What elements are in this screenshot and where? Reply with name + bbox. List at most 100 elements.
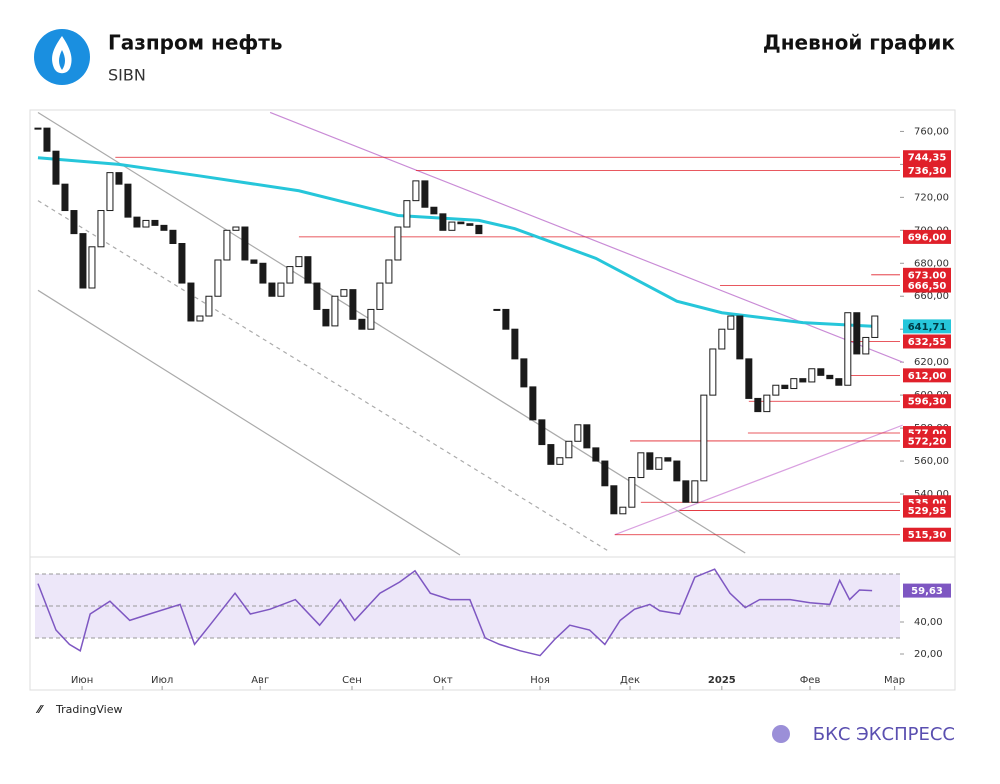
source: TradingView (55, 703, 122, 716)
candle (196, 315, 204, 322)
x-tick-label: Июл (151, 675, 173, 686)
level-badge (903, 368, 951, 383)
candle (304, 256, 312, 284)
candle (88, 246, 96, 289)
y-tick-label: 660,00 (914, 291, 949, 302)
candle (664, 457, 672, 462)
y-tick-label: 760,00 (914, 126, 949, 137)
trendline (614, 424, 903, 536)
trendline (37, 289, 461, 556)
candle (331, 295, 339, 327)
candle (736, 315, 744, 360)
candle (178, 243, 186, 284)
x-tick-label: Фев (800, 675, 821, 686)
candle (187, 282, 195, 322)
candle (808, 368, 816, 383)
candle (313, 282, 321, 310)
x-tick-label: Авг (251, 675, 269, 686)
level-label: 666,50 (908, 281, 947, 292)
x-tick-label: Мар (884, 675, 905, 686)
level-badge (903, 527, 951, 542)
candle (844, 312, 852, 386)
candle (538, 419, 546, 446)
level-label: 673,00 (908, 270, 947, 281)
candle (466, 223, 474, 226)
level-badge (903, 163, 951, 178)
candle (34, 127, 42, 130)
candle (520, 358, 528, 388)
candle (277, 282, 285, 297)
candle (124, 183, 132, 218)
candle (853, 312, 861, 355)
ticker: SIBN (108, 66, 146, 85)
level-badge (903, 150, 951, 165)
x-tick-label: Сен (342, 675, 362, 686)
level-badge (903, 278, 951, 293)
rsi-band (35, 574, 900, 638)
candle (349, 289, 357, 320)
candle (340, 289, 348, 297)
trendline (37, 111, 746, 554)
x-tick-label: Окт (433, 675, 453, 686)
candle (700, 394, 708, 482)
y-tick-label: 620,00 (914, 357, 949, 368)
candle (376, 282, 384, 310)
candle (385, 259, 393, 284)
x-tick-label: Ноя (530, 675, 550, 686)
level-label: 744,35 (908, 153, 947, 164)
level-badge (903, 229, 951, 244)
candle (718, 328, 726, 350)
logo (34, 29, 90, 85)
candle (583, 424, 591, 449)
candle (403, 200, 411, 228)
candle (70, 210, 78, 235)
candle (745, 358, 753, 399)
candle (412, 180, 420, 202)
candle (367, 308, 375, 330)
level-badge (903, 503, 951, 518)
chart-frame (29, 109, 956, 691)
candle (43, 127, 51, 152)
rsi-tick-label: 40,00 (914, 617, 943, 628)
candle (772, 384, 780, 396)
y-tick-label: 540,00 (914, 489, 949, 500)
candle (781, 384, 789, 390)
x-tick-label: 2025 (708, 675, 736, 686)
title: Газпром нефть (108, 31, 283, 55)
level-label: 529,95 (908, 506, 947, 517)
tv-logo: ⁄⁄ (35, 703, 45, 716)
x-tick-label: Дек (620, 675, 640, 686)
candle (223, 229, 231, 261)
rsi-tick-label: 20,00 (914, 649, 943, 660)
candle (52, 150, 60, 185)
candle (142, 219, 150, 228)
brand-icon (772, 725, 790, 743)
candle (394, 226, 402, 261)
candle (691, 480, 699, 503)
candle (106, 172, 114, 212)
candle (646, 452, 654, 470)
candle (682, 480, 690, 503)
candle (673, 460, 681, 482)
candle (322, 308, 330, 327)
candle (250, 259, 258, 264)
candle (232, 226, 240, 231)
rsi-line (37, 568, 873, 657)
level-label: 535,00 (908, 498, 947, 509)
candle (862, 336, 870, 355)
candle (529, 386, 537, 421)
level-label: 612,00 (908, 371, 947, 382)
candle (547, 444, 555, 465)
candle (97, 210, 105, 248)
candle (160, 224, 168, 231)
level-label: 736,30 (908, 166, 947, 177)
candle (475, 224, 483, 235)
candle (565, 440, 573, 459)
candle (268, 282, 276, 297)
period: Дневной график (763, 31, 956, 55)
candle (592, 447, 600, 462)
level-label: 696,00 (908, 232, 947, 243)
candle (619, 506, 627, 515)
candle (763, 394, 771, 413)
candle (205, 295, 213, 317)
